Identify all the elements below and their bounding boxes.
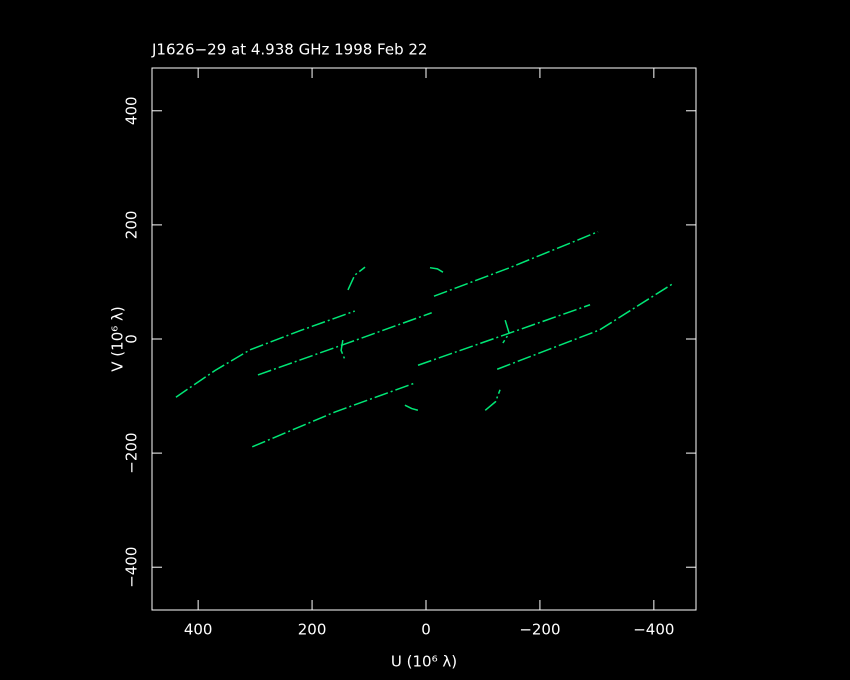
- uv-track: [175, 310, 356, 398]
- x-tick-label: 0: [421, 621, 431, 639]
- uv-track: [502, 319, 510, 344]
- uv-track: [347, 266, 366, 291]
- y-axis-label: V (10⁶ λ): [109, 306, 127, 371]
- x-tick-label: −400: [633, 621, 674, 639]
- x-tick-label: 400: [184, 621, 213, 639]
- y-tick-label: −400: [123, 547, 141, 588]
- uv-track: [251, 382, 416, 448]
- uv-track: [484, 389, 501, 411]
- uv-track: [417, 304, 591, 366]
- y-tick-label: 0: [123, 334, 141, 344]
- chart-title: J1626−29 at 4.938 GHz 1998 Feb 22: [151, 41, 427, 59]
- uv-track: [496, 282, 675, 370]
- x-tick-label: 200: [298, 621, 327, 639]
- uv-track: [429, 266, 444, 273]
- uv-track: [433, 231, 599, 297]
- uv-track: [257, 312, 432, 376]
- y-tick-label: −200: [123, 433, 141, 474]
- plot-frame: [151, 67, 697, 611]
- x-axis-label: U (10⁶ λ): [391, 653, 457, 671]
- uv-track: [404, 404, 419, 412]
- uv-track: [340, 340, 346, 361]
- y-tick-label: 400: [123, 96, 141, 125]
- y-tick-label: 200: [123, 211, 141, 240]
- x-tick-label: −200: [519, 621, 560, 639]
